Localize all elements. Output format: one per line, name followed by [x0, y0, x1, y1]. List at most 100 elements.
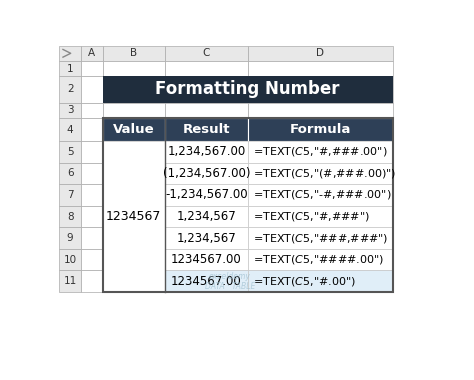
Bar: [59, 46, 81, 61]
Text: D: D: [317, 48, 324, 58]
Bar: [103, 227, 164, 249]
Text: Formatting Number: Formatting Number: [155, 81, 340, 98]
Text: =TEXT($C$5,"#.00"): =TEXT($C$5,"#.00"): [253, 275, 356, 288]
Bar: [164, 103, 248, 118]
Bar: [81, 184, 103, 206]
Text: 1234567: 1234567: [106, 210, 161, 223]
Bar: [81, 61, 103, 76]
Bar: [81, 118, 103, 141]
Bar: [248, 103, 392, 118]
Bar: [59, 61, 81, 76]
Bar: [164, 163, 248, 184]
Bar: [103, 118, 164, 141]
Bar: [248, 163, 392, 184]
Bar: [248, 141, 392, 163]
Bar: [164, 271, 248, 292]
Bar: [248, 206, 392, 227]
Text: =TEXT($C$5,"#,###"): =TEXT($C$5,"#,###"): [253, 210, 370, 223]
Text: 11: 11: [64, 276, 77, 286]
Bar: [103, 46, 164, 61]
Bar: [164, 249, 248, 271]
Bar: [164, 184, 248, 206]
Bar: [248, 206, 392, 227]
Bar: [103, 141, 164, 292]
Bar: [103, 249, 164, 271]
Bar: [59, 103, 81, 118]
Text: exceldemy
DATA · TABLE: exceldemy DATA · TABLE: [205, 272, 255, 291]
Text: 1,234,567: 1,234,567: [177, 210, 237, 223]
Text: 4: 4: [67, 125, 73, 135]
Bar: [248, 163, 392, 184]
Bar: [59, 118, 81, 141]
Bar: [164, 61, 248, 76]
Text: C: C: [203, 48, 210, 58]
Bar: [59, 76, 81, 103]
Bar: [164, 118, 248, 141]
Bar: [103, 61, 164, 76]
Bar: [248, 227, 392, 249]
Bar: [164, 141, 248, 163]
Bar: [103, 227, 164, 249]
Text: 3: 3: [67, 105, 73, 115]
Bar: [164, 249, 248, 271]
Bar: [248, 46, 392, 61]
Bar: [103, 103, 164, 118]
Bar: [248, 141, 392, 163]
Text: 1: 1: [67, 64, 73, 74]
Bar: [103, 249, 164, 271]
Bar: [248, 184, 392, 206]
Bar: [59, 141, 81, 163]
Text: 9: 9: [67, 233, 73, 243]
Bar: [103, 118, 392, 292]
Bar: [81, 163, 103, 184]
Text: Formula: Formula: [290, 123, 351, 136]
Bar: [164, 271, 248, 292]
Bar: [59, 271, 81, 292]
Bar: [164, 46, 248, 61]
Bar: [248, 118, 392, 141]
Bar: [103, 184, 164, 206]
Text: B: B: [130, 48, 137, 58]
Text: Value: Value: [113, 123, 155, 136]
Bar: [59, 227, 81, 249]
Bar: [248, 271, 392, 292]
Bar: [164, 184, 248, 206]
Bar: [248, 76, 392, 103]
Bar: [103, 163, 164, 184]
Text: 1,234,567: 1,234,567: [177, 231, 237, 245]
Bar: [103, 76, 392, 103]
Bar: [248, 227, 392, 249]
Bar: [59, 163, 81, 184]
Bar: [164, 163, 248, 184]
Text: =TEXT($C$5,"###,###"): =TEXT($C$5,"###,###"): [253, 231, 388, 245]
Bar: [103, 141, 164, 163]
Bar: [248, 249, 392, 271]
Bar: [81, 227, 103, 249]
Text: 2: 2: [67, 84, 73, 95]
Bar: [59, 206, 81, 227]
Text: 5: 5: [67, 147, 73, 157]
Bar: [81, 76, 103, 103]
Text: =TEXT($C$5,"####.00"): =TEXT($C$5,"####.00"): [253, 253, 384, 266]
Text: -1,234,567.00: -1,234,567.00: [165, 188, 248, 201]
Bar: [248, 61, 392, 76]
Bar: [248, 184, 392, 206]
Text: 1,234,567.00: 1,234,567.00: [167, 146, 246, 158]
Bar: [248, 249, 392, 271]
Bar: [103, 184, 164, 206]
Bar: [103, 271, 164, 292]
Text: Result: Result: [183, 123, 230, 136]
Text: 7: 7: [67, 190, 73, 200]
Bar: [248, 271, 392, 292]
Bar: [164, 118, 248, 141]
Bar: [164, 227, 248, 249]
Bar: [103, 118, 164, 141]
Text: =TEXT($C$5,"-#,###.00"): =TEXT($C$5,"-#,###.00"): [253, 188, 392, 201]
Bar: [103, 163, 164, 184]
Text: 1234567.00: 1234567.00: [171, 275, 242, 288]
Bar: [103, 271, 164, 292]
Bar: [103, 76, 164, 103]
Text: 1234567.00: 1234567.00: [171, 253, 242, 266]
Bar: [81, 141, 103, 163]
Bar: [164, 76, 248, 103]
